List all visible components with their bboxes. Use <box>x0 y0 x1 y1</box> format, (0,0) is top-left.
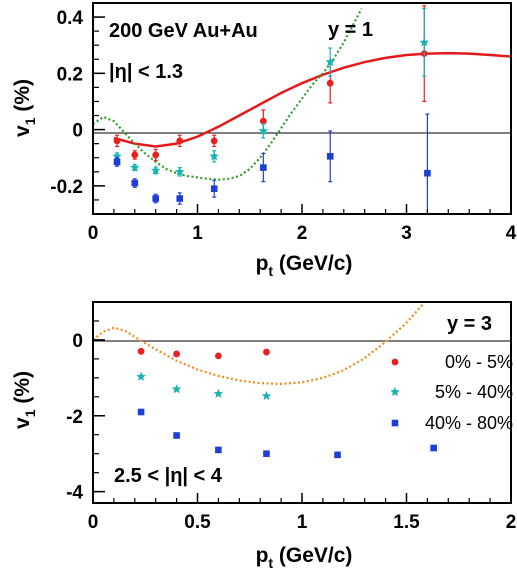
x-tick-label: 2 <box>506 512 517 533</box>
bottom-x-title-unit: (GeV/c) <box>273 544 352 567</box>
c5_40-point <box>258 126 269 136</box>
x-tick-label: 0 <box>88 223 99 244</box>
c0_5-point <box>259 117 267 125</box>
c0_5-point <box>326 79 334 87</box>
x-tick-label: 3 <box>401 223 412 244</box>
bottom-y-title-main: v <box>11 417 34 429</box>
legend-item: 40% - 80% <box>391 413 513 433</box>
x-tick-label: 1 <box>297 512 308 533</box>
c40_80-point <box>326 153 334 160</box>
top-x-title-unit: (GeV/c) <box>273 252 352 275</box>
top-y-title-unit: (%) <box>11 79 34 118</box>
y-tick-label: -0.2 <box>50 177 83 198</box>
c5_40-point <box>171 384 182 394</box>
c5_40-point <box>209 151 219 161</box>
bottom-x-ticks: 0 0.5 1 1.5 2 <box>88 493 517 533</box>
y-tick-label: 0 <box>72 331 83 352</box>
fit-orange-dotted-curve <box>93 303 425 386</box>
top-y-axis-title: v1 (%) <box>11 79 38 137</box>
top-x-ticks: 0 1 2 3 4 <box>88 204 517 244</box>
y-tick-label: -2 <box>66 407 83 428</box>
c40_80-point <box>176 195 184 202</box>
bottom-fit-curves <box>93 303 425 386</box>
x-tick-label: 2 <box>297 223 308 244</box>
c5_40-point <box>136 371 146 381</box>
top-rapidity-annotation: y = 1 <box>328 19 373 41</box>
c0_5-point <box>215 352 222 360</box>
c0_5-point <box>137 347 145 355</box>
top-x-title-sub: t <box>268 263 273 279</box>
legend-label: 0% - 5% <box>445 352 513 372</box>
legend-item: 5% - 40% <box>390 382 513 402</box>
c0_5-point <box>176 137 184 145</box>
bottom-eta-annotation: 2.5 < |η| < 4 <box>114 465 223 487</box>
c40_80-point <box>334 451 341 459</box>
top-y-title-main: v <box>11 125 34 137</box>
c0_5-point <box>113 137 121 145</box>
top-panel: 0 1 2 3 4 -0.2 0 0.2 0.4 200 GeV Au+Au |η| < 1.… <box>11 2 517 279</box>
c40_80-point <box>131 179 139 187</box>
bottom-x-axis-title: pt (GeV/c) <box>256 544 353 571</box>
c40_80-point <box>215 446 222 454</box>
top-data-series <box>112 5 431 214</box>
c0_5-point <box>210 137 218 145</box>
c5_40-point <box>130 162 140 172</box>
c40_80-point <box>137 408 145 416</box>
top-x-axis-title: pt (GeV/c) <box>256 252 353 279</box>
c40_80-point <box>430 444 437 452</box>
x-tick-label: 4 <box>506 223 517 244</box>
c0_5-point <box>173 350 181 358</box>
bottom-y-axis-title: v1 (%) <box>11 371 38 429</box>
c40_80-point <box>210 185 218 192</box>
c5_40-point <box>112 151 122 161</box>
legend-marker <box>391 358 399 366</box>
c5_40-point <box>150 165 161 175</box>
legend-label: 5% - 40% <box>435 382 513 402</box>
bottom-panel: 0 0.5 1 1.5 2 -4 -2 0 y = 3 2.5 < |η| < 4 0% -… <box>11 301 517 571</box>
bottom-x-title-main: p <box>256 544 269 567</box>
bottom-data-series <box>136 347 437 459</box>
legend-marker <box>390 387 400 397</box>
x-tick-label: 0.5 <box>184 512 211 533</box>
c5_40-point <box>419 37 430 47</box>
x-tick-label: 0 <box>88 512 99 533</box>
c40_80-point <box>113 158 121 166</box>
top-y-title-sub: 1 <box>22 117 38 125</box>
c5_40-point <box>325 57 335 67</box>
c40_80-point <box>173 432 180 439</box>
legend: 0% - 5% 5% - 40% 40% - 80% <box>390 352 513 433</box>
bottom-y-title-unit: (%) <box>11 371 34 410</box>
legend-label: 40% - 80% <box>425 413 513 433</box>
y-tick-label: 0 <box>72 121 83 142</box>
top-y-ticks: -0.2 0 0.2 0.4 <box>50 2 105 215</box>
c5_40-point <box>261 391 272 401</box>
top-eta-annotation: |η| < 1.3 <box>109 61 183 83</box>
bottom-rapidity-annotation: y = 3 <box>447 313 492 335</box>
c40_80-point <box>260 164 267 171</box>
bottom-x-title-sub: t <box>268 555 273 571</box>
x-tick-label: 1.5 <box>393 512 420 533</box>
y-tick-label: -4 <box>66 483 83 504</box>
fit-green-dotted-curve <box>93 8 363 181</box>
x-tick-label: 1 <box>192 223 203 244</box>
c40_80-point <box>152 195 159 202</box>
top-system-annotation: 200 GeV Au+Au <box>109 20 258 42</box>
y-tick-label: 0.2 <box>57 64 83 85</box>
c5_40-point <box>174 166 185 176</box>
c0_5-point <box>263 348 270 356</box>
y-tick-label: 0.4 <box>57 8 84 29</box>
bottom-y-title-sub: 1 <box>22 409 38 417</box>
legend-item: 0% - 5% <box>391 352 513 372</box>
c40_80-point <box>263 450 270 457</box>
c0_5-point <box>131 151 139 159</box>
c0_5-point <box>152 151 160 159</box>
bottom-y-ticks: -4 -2 0 <box>66 301 105 504</box>
c5_40-point <box>213 388 224 398</box>
top-x-title-main: p <box>256 252 269 275</box>
legend-marker <box>391 419 399 427</box>
c40_80-point <box>424 169 431 177</box>
